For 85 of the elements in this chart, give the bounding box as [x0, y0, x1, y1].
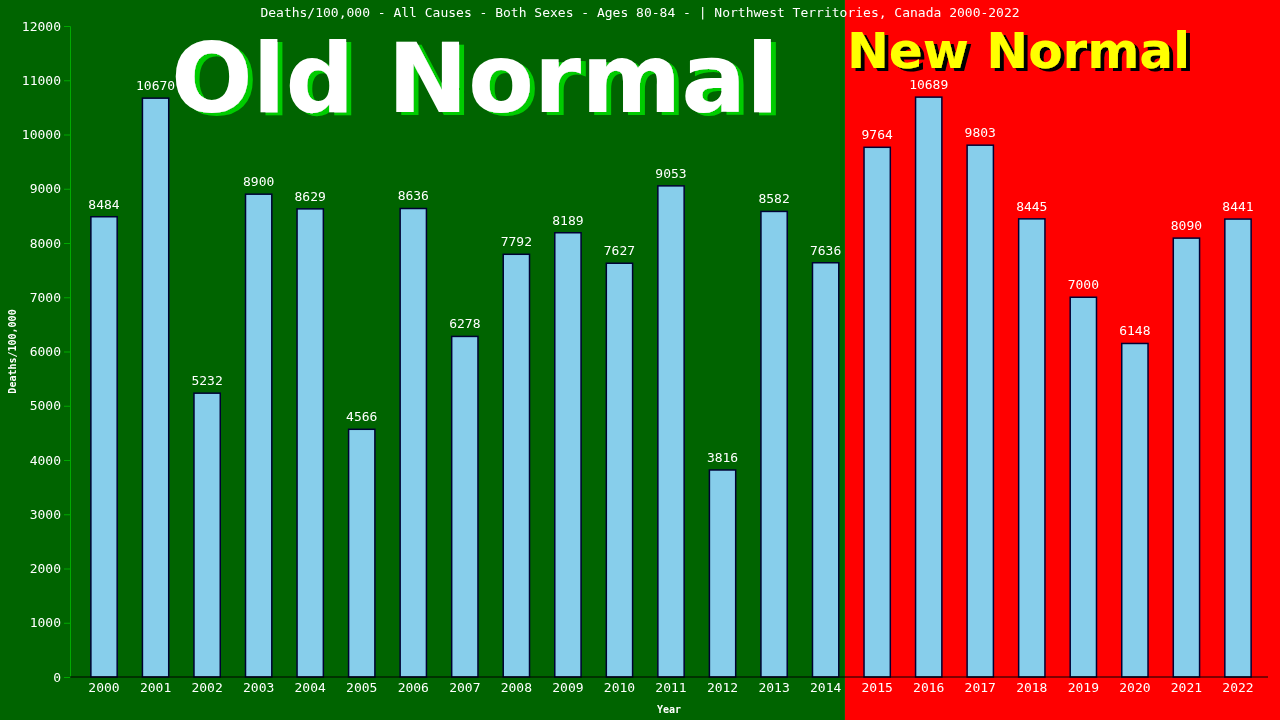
- data-label: 8445: [1016, 198, 1048, 214]
- y-tick-label: 11000: [21, 72, 61, 88]
- y-axis-title: Deaths/100,000: [7, 309, 18, 394]
- data-label: 9053: [655, 165, 687, 181]
- y-tick-label: 4000: [29, 452, 61, 468]
- bar: [811, 262, 840, 678]
- x-tick-label: 2020: [1119, 679, 1151, 695]
- x-tick-label: 2016: [913, 679, 945, 695]
- data-label: 9803: [964, 125, 996, 141]
- data-label: 8484: [88, 196, 120, 212]
- data-label: 8629: [294, 188, 326, 204]
- bar: [605, 262, 634, 678]
- data-label: 8441: [1222, 199, 1254, 215]
- x-axis-title: Year: [656, 704, 682, 715]
- x-tick-label: 2022: [1222, 679, 1254, 695]
- x-tick-label: 2007: [449, 679, 481, 695]
- bar: [244, 193, 273, 678]
- data-label: 8090: [1170, 218, 1203, 234]
- data-label: 7636: [809, 242, 842, 258]
- bar: [708, 469, 737, 678]
- x-tick-label: 2005: [346, 679, 378, 695]
- y-tick-label: 2000: [29, 561, 61, 577]
- bar: [554, 232, 582, 678]
- bar: [1069, 296, 1098, 678]
- band-label: New Normal: [846, 22, 1191, 80]
- x-tick-label: 2014: [809, 679, 842, 695]
- x-tick-label: 2004: [294, 679, 327, 695]
- x-tick-label: 2006: [397, 679, 429, 695]
- bar: [914, 96, 943, 678]
- y-tick-label: 8000: [29, 235, 61, 251]
- x-tick-label: 2003: [243, 679, 275, 695]
- bar: [863, 146, 892, 678]
- data-label: 7000: [1067, 277, 1099, 293]
- bar: [399, 207, 428, 678]
- x-tick-label: 2015: [861, 679, 893, 695]
- bar: [760, 210, 788, 678]
- bar: [657, 185, 685, 678]
- data-label: 8636: [397, 188, 429, 204]
- x-tick-label: 2002: [191, 679, 223, 695]
- bar: [141, 97, 170, 678]
- x-tick-label: 2021: [1170, 679, 1203, 695]
- x-tick-label: 2019: [1067, 679, 1099, 695]
- data-label: 3816: [706, 449, 739, 465]
- x-tick-label: 2017: [964, 679, 996, 695]
- bar: [347, 428, 376, 678]
- y-tick-label: 9000: [29, 181, 61, 197]
- x-tick-label: 2010: [603, 679, 636, 695]
- data-label: 6278: [449, 316, 481, 332]
- bar: [502, 253, 531, 678]
- bar: [1120, 342, 1149, 678]
- data-label: 4566: [346, 409, 378, 425]
- data-label: 8582: [758, 191, 790, 207]
- x-tick-label: 2008: [500, 679, 533, 695]
- data-label: 10689: [909, 77, 949, 93]
- data-label: 9764: [861, 127, 893, 143]
- data-label: 5232: [191, 373, 223, 389]
- y-tick-label: 10000: [21, 127, 61, 143]
- bar: [966, 144, 995, 678]
- x-tick-label: 2018: [1016, 679, 1048, 695]
- x-tick-label: 2000: [88, 679, 120, 695]
- y-tick-label: 7000: [29, 289, 61, 305]
- y-tick-label: 5000: [29, 398, 61, 414]
- data-label: 10670: [136, 78, 176, 94]
- x-tick-label: 2001: [139, 679, 172, 695]
- data-label: 6148: [1119, 323, 1151, 339]
- x-tick-label: 2011: [655, 679, 687, 695]
- x-tick-label: 2013: [758, 679, 790, 695]
- data-label: 8900: [243, 174, 275, 190]
- bar: [90, 215, 118, 678]
- y-tick-label: 12000: [21, 18, 61, 34]
- bar: [450, 335, 479, 678]
- y-tick-label: 1000: [29, 615, 61, 631]
- bar: [296, 208, 325, 678]
- data-label: 8189: [552, 212, 584, 228]
- x-tick-label: 2009: [552, 679, 584, 695]
- bar: [1172, 237, 1201, 678]
- y-tick-label: 6000: [29, 344, 61, 360]
- bar: [1017, 218, 1046, 678]
- data-label: 7627: [603, 243, 636, 259]
- y-tick-label: 3000: [29, 506, 61, 522]
- data-label: 7792: [500, 234, 533, 250]
- bar: [1224, 218, 1252, 678]
- x-tick-label: 2012: [706, 679, 739, 695]
- y-tick-label: 0: [53, 669, 61, 685]
- bar: [193, 392, 222, 678]
